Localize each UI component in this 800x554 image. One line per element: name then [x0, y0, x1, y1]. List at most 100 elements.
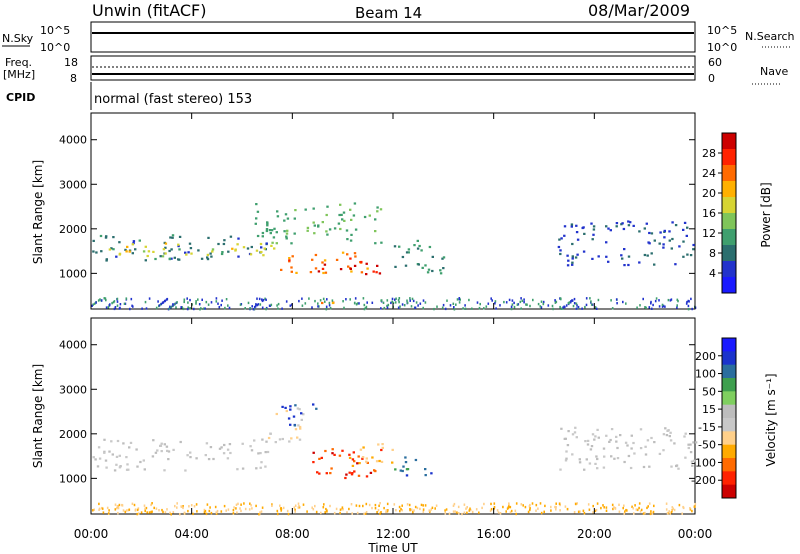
ground-scatter-cell	[502, 505, 504, 509]
ground-scatter-cell	[342, 508, 344, 511]
ground-scatter-cell	[596, 502, 599, 505]
data-cell	[313, 224, 316, 227]
ground-scatter-cell	[456, 298, 459, 301]
ground-scatter-cell	[240, 509, 242, 513]
data-cell	[185, 253, 188, 256]
data-cell	[152, 250, 155, 253]
data-cell	[170, 248, 173, 251]
ground-scatter-cell	[582, 509, 585, 512]
data-cell	[314, 253, 318, 257]
data-cell	[154, 257, 157, 261]
data-cell	[324, 449, 327, 453]
data-cell	[288, 259, 291, 262]
data-cell	[289, 408, 292, 411]
ground-scatter-cell	[182, 307, 185, 311]
ground-scatter-cell	[386, 502, 389, 506]
data-cell	[353, 264, 357, 267]
data-cell	[296, 407, 300, 410]
data-cell	[570, 225, 573, 228]
ground-scatter-cell	[529, 508, 531, 512]
ground-scatter-cell	[249, 502, 251, 505]
ground-scatter-cell	[205, 512, 208, 516]
data-cell	[683, 221, 687, 224]
ground-scatter-cell	[107, 512, 110, 515]
data-cell	[178, 235, 182, 238]
data-cell	[266, 224, 269, 227]
data-cell	[339, 268, 343, 271]
data-cell	[602, 447, 606, 450]
ground-scatter-cell	[653, 504, 655, 508]
data-cell	[578, 458, 581, 461]
data-cell	[643, 227, 646, 230]
ground-scatter-cell	[317, 302, 319, 305]
data-cell	[255, 217, 258, 220]
data-cell	[287, 417, 291, 420]
ground-scatter-cell	[458, 297, 461, 300]
ground-scatter-cell	[398, 297, 401, 300]
ground-scatter-cell	[349, 298, 351, 301]
data-cell	[662, 449, 665, 452]
data-cell	[205, 442, 209, 445]
data-cell	[264, 451, 267, 454]
data-cell	[605, 434, 608, 437]
ground-scatter-cell	[542, 300, 545, 304]
ground-scatter-cell	[510, 305, 513, 308]
data-cell	[285, 409, 288, 413]
data-cell	[609, 438, 612, 442]
ground-scatter-cell	[694, 505, 696, 508]
ground-scatter-cell	[169, 511, 171, 514]
data-cell	[352, 214, 356, 217]
ground-scatter-cell	[487, 302, 490, 305]
ground-scatter-cell	[121, 504, 124, 507]
ground-scatter-cell	[151, 510, 153, 513]
velocity-plot-area	[92, 403, 698, 516]
data-cell	[290, 242, 293, 245]
data-cell	[391, 461, 394, 464]
ground-scatter-cell	[131, 304, 133, 307]
data-cell	[126, 245, 129, 248]
data-cell	[283, 219, 286, 222]
time-x-axis-label: Time UT	[367, 541, 418, 554]
data-cell	[608, 440, 611, 443]
data-cell	[171, 236, 174, 239]
data-cell	[375, 460, 379, 463]
ground-scatter-cell	[97, 299, 100, 302]
data-cell	[405, 474, 409, 477]
data-cell	[394, 265, 397, 268]
ground-scatter-cell	[176, 506, 178, 509]
data-cell	[378, 272, 382, 275]
ground-scatter-cell	[531, 502, 534, 505]
ground-scatter-cell	[575, 307, 578, 310]
data-cell	[261, 231, 265, 235]
ground-scatter-cell	[217, 302, 219, 305]
data-cell	[321, 261, 324, 264]
ground-scatter-cell	[508, 502, 510, 505]
y-tick-label: 2000	[59, 428, 87, 441]
ground-scatter-cell	[559, 297, 562, 300]
ground-scatter-cell	[585, 297, 588, 300]
ground-scatter-cell	[554, 301, 557, 304]
ground-scatter-cell	[666, 511, 669, 515]
data-cell	[300, 412, 303, 415]
data-cell	[189, 247, 193, 250]
data-cell	[678, 245, 681, 248]
ground-scatter-cell	[348, 507, 350, 511]
ground-scatter-cell	[198, 303, 201, 306]
data-cell	[653, 239, 656, 242]
ground-scatter-cell	[465, 507, 467, 510]
ground-scatter-cell	[328, 304, 331, 307]
data-cell	[596, 457, 599, 461]
ground-scatter-cell	[400, 507, 402, 511]
data-cell	[333, 227, 337, 230]
data-cell	[209, 446, 213, 449]
data-cell	[170, 257, 173, 260]
ground-scatter-cell	[387, 303, 390, 307]
ground-scatter-cell	[395, 509, 397, 512]
ground-scatter-cell	[613, 506, 615, 509]
data-cell	[298, 425, 302, 429]
ground-scatter-cell	[493, 507, 495, 510]
freq-unit: [MHz]	[3, 68, 35, 81]
colorbar-swatch	[722, 181, 736, 198]
ground-scatter-cell	[93, 508, 95, 511]
data-cell	[250, 245, 253, 249]
